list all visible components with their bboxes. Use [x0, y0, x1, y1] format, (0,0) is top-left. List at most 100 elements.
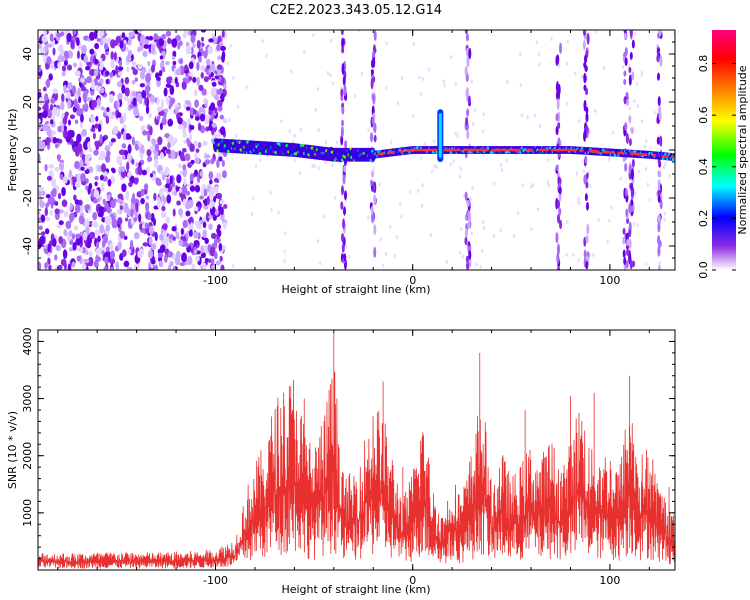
- noise-cell: [127, 135, 132, 140]
- noise-cell: [80, 166, 85, 171]
- noise-cell: [131, 158, 135, 165]
- noise-cell: [185, 45, 192, 55]
- noise-cell: [51, 177, 57, 188]
- noise-cell: [116, 155, 122, 165]
- spectrogram-panel: -100 0 100 -40 -20 0 20 40 Height of straight …: [6, 29, 676, 296]
- stripe-cell: [628, 74, 632, 86]
- signal-peak: [569, 148, 575, 152]
- noise-cell: [189, 143, 195, 153]
- noise-cell: [381, 263, 385, 268]
- noise-cell: [54, 166, 60, 172]
- noise-cell: [150, 44, 156, 55]
- noise-cell: [192, 76, 197, 83]
- noise-cell: [200, 36, 205, 42]
- stripe-cell: [656, 54, 660, 63]
- noise-cell: [143, 183, 149, 191]
- noise-cell: [137, 63, 143, 70]
- noise-cell: [178, 188, 182, 194]
- noise-cell: [133, 232, 140, 240]
- noise-cell: [662, 165, 666, 170]
- noise-cell: [417, 189, 420, 194]
- stripe-cell: [630, 199, 634, 207]
- noise-cell: [87, 141, 91, 149]
- noise-cell: [190, 222, 194, 231]
- noise-cell: [89, 48, 95, 55]
- noise-cell: [223, 84, 227, 90]
- signal-peak: [516, 148, 521, 152]
- stripe-cell: [342, 75, 346, 86]
- noise-cell: [163, 113, 167, 119]
- stripe-cell: [658, 170, 662, 178]
- noise-cell: [565, 252, 568, 257]
- colorbar-ticks: 0.0 0.2 0.4 0.6 0.8: [697, 55, 736, 279]
- noise-cell: [66, 32, 72, 43]
- noise-cell: [119, 116, 125, 125]
- noise-cell: [109, 114, 115, 120]
- noise-cell: [129, 239, 134, 250]
- noise-cell: [116, 209, 121, 215]
- stripe-cell: [468, 211, 472, 224]
- noise-cell: [109, 242, 114, 251]
- noise-cell: [220, 45, 227, 52]
- noise-cell: [181, 147, 187, 153]
- noise-cell: [119, 205, 123, 210]
- noise-cell: [136, 94, 140, 103]
- noise-cell: [150, 259, 156, 265]
- stripe-cell: [624, 121, 628, 131]
- noise-cell: [188, 133, 192, 141]
- noise-cell: [283, 258, 286, 263]
- stripe-cell: [372, 181, 376, 193]
- noise-cell: [449, 162, 452, 167]
- noise-cell: [172, 60, 177, 66]
- noise-cell: [218, 75, 222, 83]
- noise-cell: [621, 65, 625, 70]
- noise-cell: [129, 104, 135, 109]
- y-tick-label: 40: [21, 47, 34, 61]
- noise-cell: [400, 214, 403, 219]
- stripe-cell: [629, 259, 633, 270]
- noise-cell: [221, 159, 225, 167]
- stripe-cell: [628, 238, 632, 249]
- noise-cell: [132, 97, 137, 107]
- stripe-cell: [584, 65, 588, 73]
- stripe-cell: [341, 243, 345, 253]
- noise-cell: [94, 175, 99, 181]
- noise-cell: [360, 71, 363, 76]
- noise-cell: [73, 194, 77, 201]
- noise-cell: [188, 61, 194, 70]
- noise-cell: [372, 166, 375, 171]
- noise-cell: [200, 252, 206, 259]
- noise-cell: [533, 113, 537, 118]
- noise-cell: [131, 136, 135, 146]
- noise-cell: [210, 63, 216, 73]
- noise-cell: [137, 250, 144, 259]
- noise-cell: [88, 182, 93, 190]
- noise-cell: [208, 171, 214, 180]
- noise-cell: [99, 224, 105, 234]
- signal-peak: [664, 155, 669, 158]
- stripe-cell: [584, 54, 588, 64]
- noise-cell: [47, 243, 51, 253]
- noise-cell: [125, 46, 129, 52]
- noise-cell: [74, 119, 79, 124]
- noise-cell: [316, 86, 320, 91]
- noise-cell: [164, 166, 170, 176]
- signal-peak: [579, 149, 584, 153]
- noise-cell: [142, 242, 149, 247]
- noise-cell: [228, 118, 231, 123]
- noise-cell: [111, 168, 116, 174]
- noise-cell: [75, 237, 81, 246]
- noise-cell: [176, 200, 181, 206]
- stripe-cell: [465, 255, 469, 263]
- signal-peak: [591, 150, 597, 153]
- noise-cell: [393, 253, 397, 258]
- stripe-cell: [466, 261, 470, 270]
- noise-cell: [126, 66, 130, 73]
- stripe-cell: [372, 94, 376, 105]
- noise-cell: [163, 87, 168, 97]
- noise-cell: [95, 85, 100, 92]
- noise-cell: [119, 40, 124, 49]
- noise-cell: [59, 173, 64, 180]
- noise-cell: [57, 264, 63, 270]
- noise-cell: [172, 236, 176, 241]
